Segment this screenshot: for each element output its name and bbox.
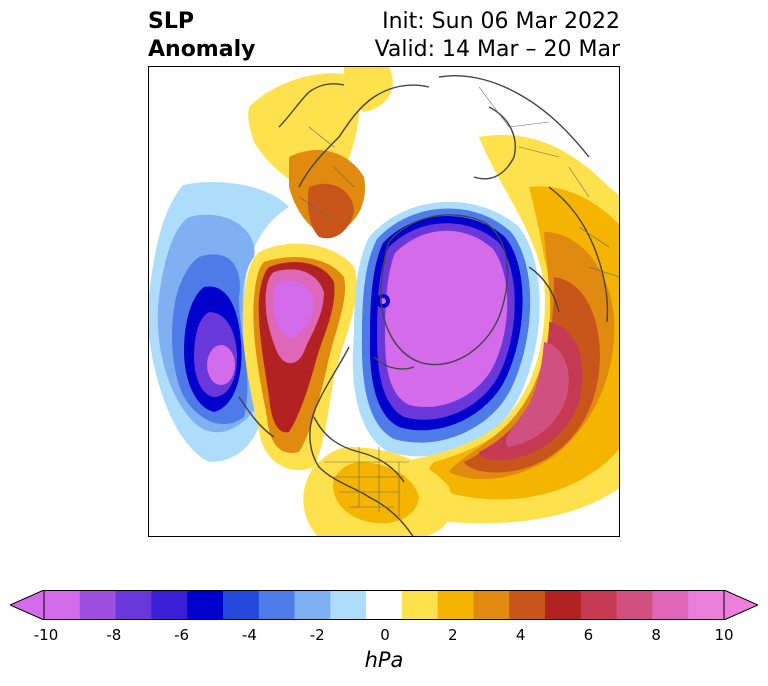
title-right: Init: Sun 06 Mar 2022 Valid: 14 Mar – 20… <box>375 8 620 64</box>
colorbar-tick-label: 10 <box>714 626 734 644</box>
colorbar-outline <box>43 590 725 620</box>
colorbar-segment <box>580 590 618 620</box>
arctic-low-anomaly <box>352 201 540 457</box>
colorbar-tick-label: 6 <box>583 626 594 644</box>
eastern-us-high-anomaly <box>303 447 453 536</box>
colorbar-units: hPa <box>364 648 404 672</box>
title-slp: SLP <box>148 9 194 34</box>
anomaly-map <box>149 67 619 536</box>
west-na-high-anomaly <box>242 243 357 471</box>
atlantic-high-anomaly <box>374 135 619 524</box>
colorbar-segment <box>473 590 510 620</box>
colorbar-extend-min <box>10 590 45 620</box>
colorbar-tick-label: 2 <box>448 626 458 644</box>
colorbar-tick-label: 8 <box>651 626 661 644</box>
colorbar-segment <box>688 590 725 620</box>
map-panel <box>148 66 620 537</box>
colorbar-segment <box>115 590 152 620</box>
eurasia-high-anomaly <box>248 67 393 239</box>
colorbar-tick-label: -10 <box>33 626 59 644</box>
colorbar-tick-label: 4 <box>515 626 526 644</box>
coastlines <box>238 75 609 536</box>
colorbar-extend-max <box>723 590 758 620</box>
country-borders <box>298 86 619 517</box>
colorbar <box>10 590 758 620</box>
colorbar-segment <box>366 590 403 620</box>
init-date: Init: Sun 06 Mar 2022 <box>382 9 620 34</box>
colorbar-segment <box>437 590 474 620</box>
colorbar-segment <box>222 590 260 620</box>
colorbar-segment <box>294 590 331 620</box>
colorbar-segment <box>187 590 224 620</box>
colorbar-tick-label: -4 <box>241 626 257 644</box>
colorbar-segment <box>79 590 117 620</box>
title-anomaly: Anomaly <box>148 37 256 62</box>
colorbar-tick-label: -8 <box>106 626 122 644</box>
valid-range: Valid: 14 Mar – 20 Mar <box>374 37 620 62</box>
colorbar-segment <box>258 590 296 620</box>
colorbar-tick-label: 0 <box>380 626 390 644</box>
colorbar-segment <box>509 590 546 620</box>
colorbar-segment <box>44 590 81 620</box>
colorbar-tick-label: -6 <box>174 626 190 644</box>
colorbar-segment <box>330 590 367 620</box>
title-left: SLP Anomaly <box>148 8 255 64</box>
colorbar-segment <box>616 590 653 620</box>
colorbar-segment <box>652 590 689 620</box>
colorbar-segment <box>545 590 582 620</box>
colorbar-segment <box>151 590 188 620</box>
colorbar-tick-label: -2 <box>309 626 325 644</box>
colorbar-segment <box>401 590 439 620</box>
